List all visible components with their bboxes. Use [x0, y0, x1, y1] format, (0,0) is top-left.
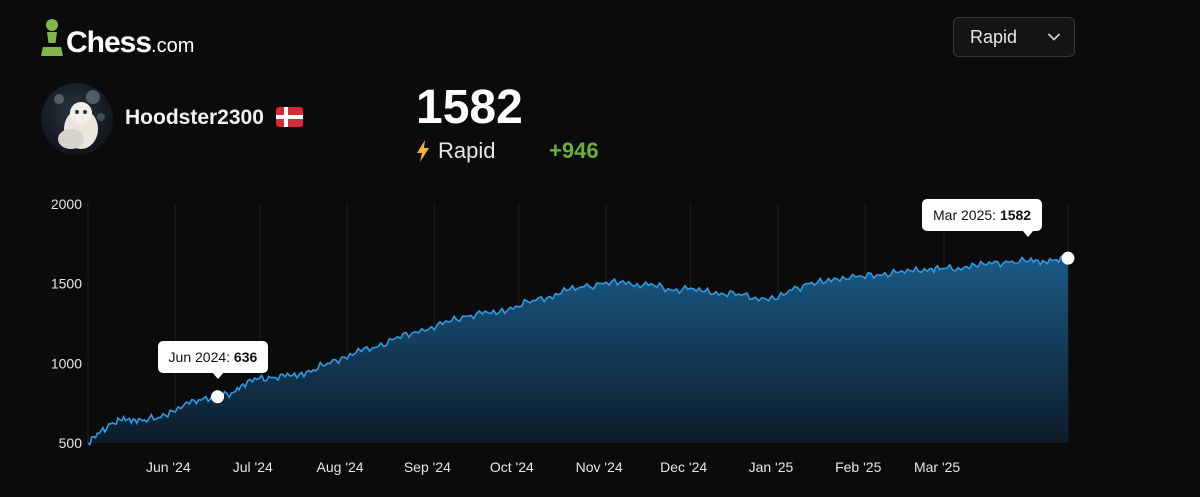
- logo-brand-name: Chess: [66, 26, 152, 59]
- pawn-logo-icon: [41, 19, 63, 56]
- rating-change: +946: [549, 138, 599, 163]
- x-tick-label: Nov '24: [576, 459, 623, 475]
- username[interactable]: Hoodster2300: [125, 106, 264, 129]
- avatar[interactable]: [41, 83, 113, 155]
- x-tick-label: Mar '25: [914, 459, 960, 475]
- tooltip-start-value: 636: [233, 348, 258, 365]
- rating-chart[interactable]: 500 1000 1500 2000 Jun '24 Jul '24 Aug '24 Sep…: [0, 180, 1200, 497]
- chart-marker-end[interactable]: [1061, 251, 1075, 265]
- rating-mode-label: Rapid: [438, 138, 496, 163]
- x-tick-label: Oct '24: [490, 459, 534, 475]
- y-tick-label: 1500: [51, 276, 82, 292]
- x-tick-label: Dec '24: [660, 459, 707, 475]
- x-tick-label: Feb '25: [835, 459, 881, 475]
- x-tick-label: Sep '24: [404, 459, 451, 475]
- denmark-flag-icon: [276, 107, 303, 127]
- rating-mode: Rapid: [416, 138, 495, 164]
- chart-marker-start[interactable]: [211, 390, 225, 404]
- x-tick-label: Jan '25: [749, 459, 794, 475]
- y-tick-label: 2000: [51, 196, 82, 212]
- tooltip-end: Mar 2025: 1582: [922, 199, 1043, 238]
- lightning-bolt-icon: [417, 140, 429, 162]
- rating-area: [88, 255, 1068, 445]
- chevron-down-icon: [1048, 33, 1060, 41]
- tooltip-start-label: Jun 2024:: [168, 348, 231, 365]
- mode-dropdown-value: Rapid: [970, 26, 1018, 47]
- y-tick-label: 1000: [51, 355, 82, 371]
- tooltip-end-label: Mar 2025:: [933, 207, 997, 224]
- y-tick-label: 500: [59, 435, 83, 451]
- current-rating: 1582: [416, 81, 523, 134]
- owl-avatar-icon: [54, 90, 105, 149]
- x-tick-label: Aug '24: [317, 459, 364, 475]
- mode-dropdown[interactable]: Rapid: [953, 17, 1075, 57]
- x-tick-label: Jun '24: [146, 459, 191, 475]
- logo-brand-suffix: .com: [151, 35, 195, 57]
- tooltip-start: Jun 2024: 636: [157, 340, 269, 379]
- chess-com-logo[interactable]: Chess.com: [40, 14, 194, 58]
- x-tick-label: Jul '24: [233, 459, 273, 475]
- tooltip-end-value: 1582: [999, 207, 1032, 224]
